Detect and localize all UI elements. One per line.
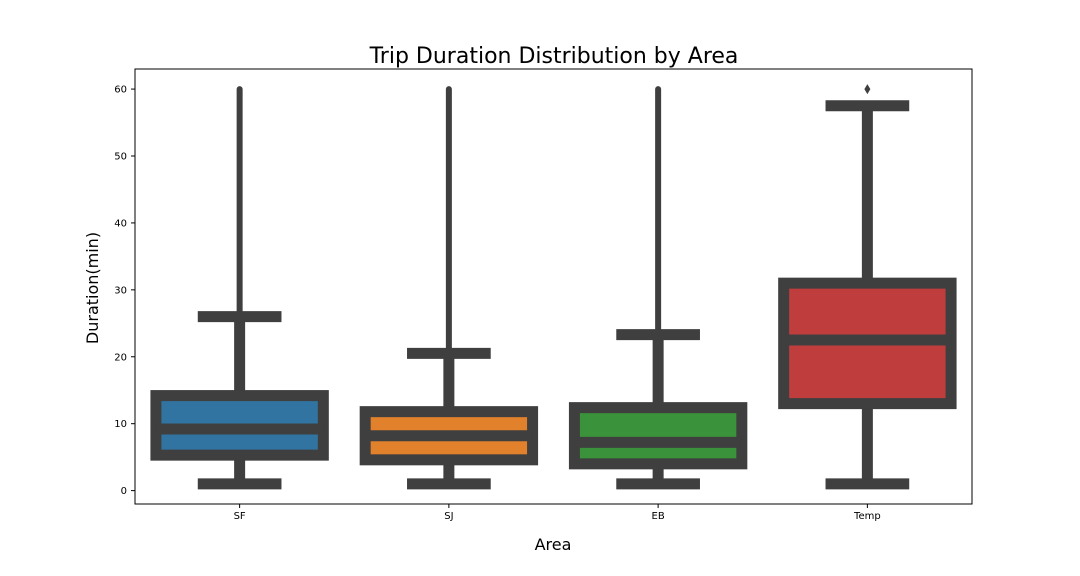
y-tick-label: 30	[114, 285, 127, 296]
x-tick-label: SJ	[444, 511, 453, 522]
box-eb	[568, 402, 748, 470]
y-tick-label: 40	[114, 218, 127, 229]
axes-frame	[134, 68, 973, 505]
box-group-sf	[150, 86, 329, 490]
box-group-sj	[359, 86, 539, 490]
y-tick-label: 50	[114, 152, 127, 163]
box-group-eb	[568, 86, 748, 490]
y-axis-label: Duration(min)	[83, 232, 102, 344]
x-tick-label: SF	[234, 511, 246, 522]
outlier-point	[864, 84, 871, 95]
chart-title: Trip Duration Distribution by Area	[369, 44, 739, 69]
x-tick-label: EB	[652, 511, 665, 522]
y-axis: 0 10 20 30 40 50 60	[114, 85, 135, 497]
y-tick-label: 60	[114, 85, 127, 96]
y-tick-label: 20	[114, 352, 127, 363]
box-group-temp	[778, 84, 957, 490]
y-tick-label: 10	[114, 419, 127, 430]
y-tick-label: 0	[121, 486, 127, 497]
plot-area	[150, 84, 957, 490]
x-tick-label: Temp	[853, 511, 881, 522]
x-axis: SF SJ EB Temp	[234, 504, 881, 522]
x-axis-label: Area	[535, 535, 572, 554]
